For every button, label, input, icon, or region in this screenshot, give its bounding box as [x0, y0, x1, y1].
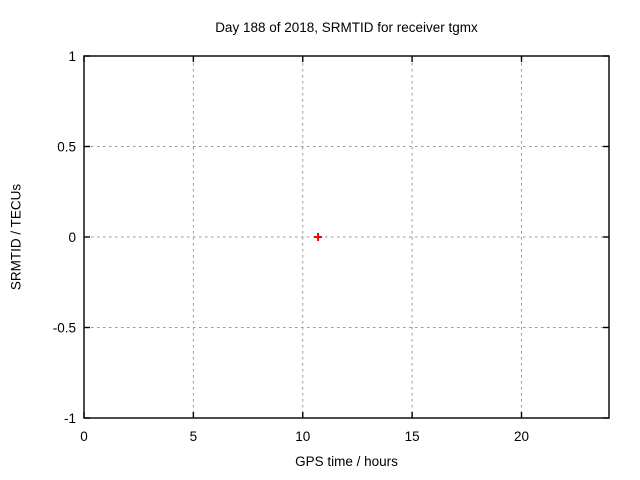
- y-tick-label: 1: [68, 49, 76, 64]
- x-tick-label: 10: [295, 429, 310, 444]
- y-tick-label: -1: [64, 411, 76, 426]
- y-tick-label: 0: [68, 230, 76, 245]
- y-tick-label: 0.5: [57, 140, 76, 155]
- x-tick-label: 5: [190, 429, 198, 444]
- x-tick-label: 15: [405, 429, 420, 444]
- x-axis-label: GPS time / hours: [295, 454, 398, 469]
- y-tick-label: -0.5: [53, 321, 76, 336]
- x-tick-label: 20: [514, 429, 529, 444]
- x-tick-label: 0: [80, 429, 88, 444]
- chart-title: Day 188 of 2018, SRMTID for receiver tgm…: [215, 20, 478, 35]
- y-axis-label: SRMTID / TECUs: [8, 183, 24, 291]
